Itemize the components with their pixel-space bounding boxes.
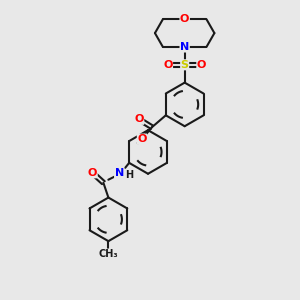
Text: N: N: [180, 42, 189, 52]
Text: N: N: [115, 168, 124, 178]
Text: O: O: [88, 168, 97, 178]
Text: O: O: [180, 14, 189, 24]
Text: O: O: [137, 134, 147, 144]
Text: O: O: [134, 114, 144, 124]
Text: O: O: [163, 60, 172, 70]
Text: H: H: [125, 170, 133, 180]
Text: CH₃: CH₃: [99, 249, 118, 259]
Text: O: O: [197, 60, 206, 70]
Text: S: S: [181, 60, 189, 70]
